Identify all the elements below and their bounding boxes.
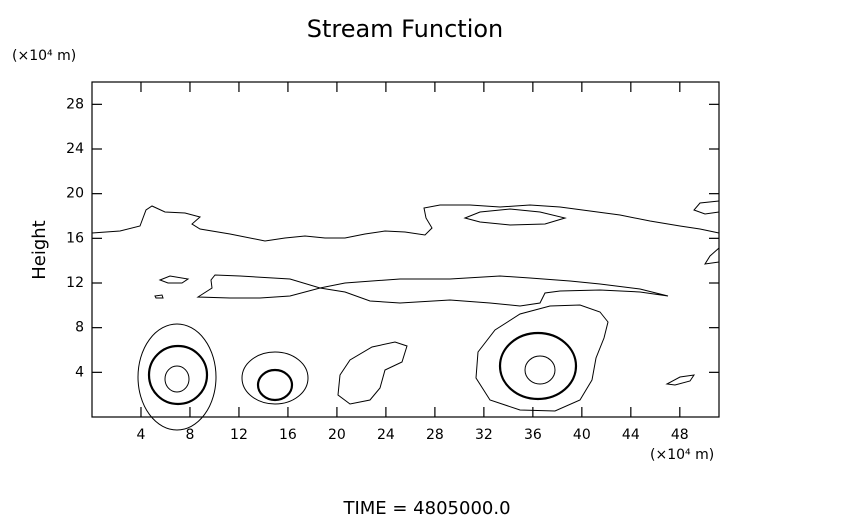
y-tick-label: 24 [66,141,84,157]
contour-line [137,323,217,431]
x-unit: (×10⁴ m) [650,447,714,463]
x-tick-label: 40 [573,427,591,443]
contour-line [196,274,669,307]
y-tick-label: 16 [66,230,84,246]
y-axis-label: Height [29,220,50,280]
y-tick-label: 20 [66,186,84,202]
contour-line [164,365,190,393]
y-unit: (×10⁴ m) [12,48,76,64]
x-tick-label: 44 [622,427,640,443]
contour-line [241,351,309,405]
x-tick-label: 36 [524,427,542,443]
x-tick-label: 20 [328,427,346,443]
chart-title: Stream Function [307,15,504,43]
contour-line [693,200,720,215]
contour-line [154,294,164,299]
contour-line [704,247,720,265]
x-tick-label: 4 [137,427,146,443]
contour-line [147,344,209,406]
x-tick-label: 24 [377,427,395,443]
y-tick-label: 12 [66,275,84,291]
contour-line [158,275,190,284]
contour-line [498,331,578,401]
y-tick-label: 4 [75,364,84,380]
contour-line [337,341,408,405]
contour-line [256,368,294,402]
y-tick-label: 8 [75,320,84,336]
x-tick-label: 48 [671,427,689,443]
footer: TIME = 4805000.0 [342,498,510,519]
x-tick-label: 32 [475,427,493,443]
x-tick-label: 16 [279,427,297,443]
x-tick-label: 8 [186,427,195,443]
plot-frame [91,81,720,418]
contour-line [91,204,720,242]
contour-line [475,304,609,412]
y-tick-label: 28 [66,96,84,112]
x-tick-label: 28 [426,427,444,443]
contour-line [524,355,556,385]
contour-line [665,374,696,386]
contours [91,200,720,431]
x-tick-label: 12 [230,427,248,443]
contour-line [463,208,567,226]
